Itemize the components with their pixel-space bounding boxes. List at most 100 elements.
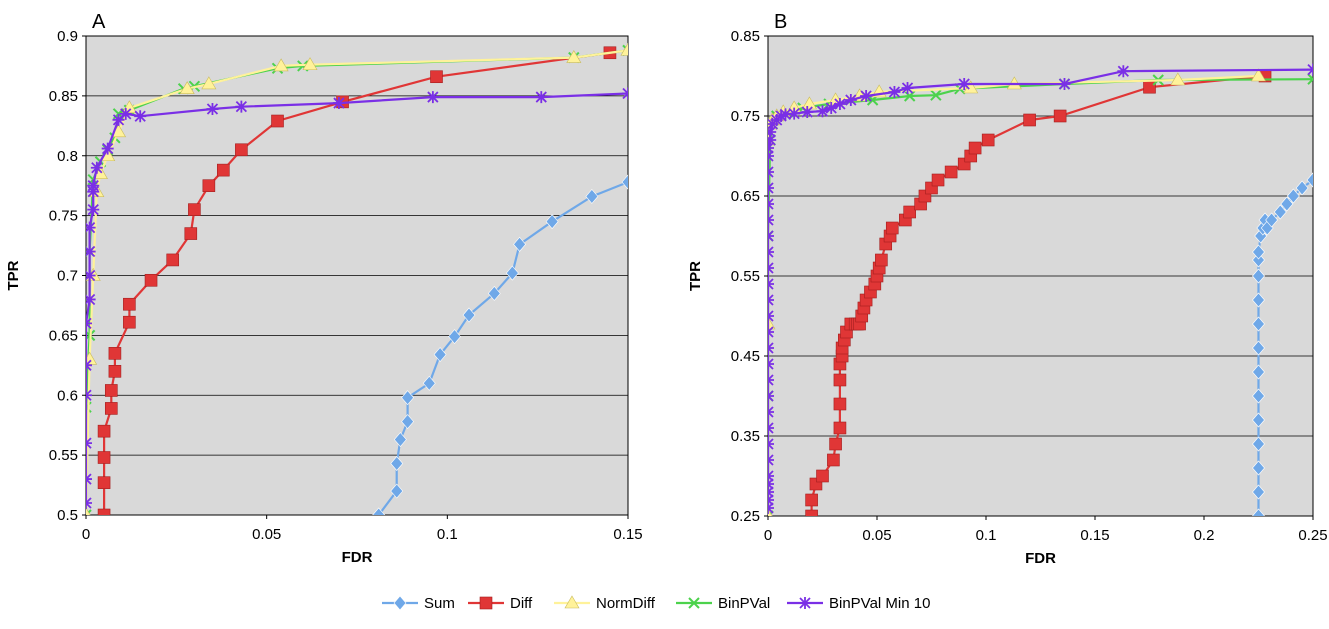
data-point-binpval-min-10 (779, 108, 792, 121)
data-point-sum (433, 347, 447, 362)
y-tick-label: 0.85 (731, 28, 760, 45)
panel-b: 0.25 0.35 0.45 0.55 0.65 0.75 0.85 0 0.05 0.1 0.15… (687, 11, 1328, 567)
data-point-binpval-min-10 (86, 437, 92, 450)
data-point-sum (1280, 196, 1294, 212)
data-point-sum (513, 236, 526, 252)
data-point-binpval-min-10 (86, 269, 96, 282)
data-point-diff (430, 70, 443, 84)
data-point-sum (1252, 292, 1265, 308)
data-point-binpval-min-10 (816, 105, 829, 118)
data-point-binpval-min-10 (844, 94, 857, 106)
data-point-diff (805, 509, 818, 516)
data-point-binpval-min-10 (775, 110, 788, 122)
data-point-binpval-min-10 (1058, 78, 1071, 90)
data-point-diff (1143, 80, 1156, 94)
y-tick-label: 0.65 (49, 327, 78, 344)
data-point-diff (97, 451, 111, 464)
data-point-binpval-min-10 (768, 214, 774, 226)
y-tick-label: 0.55 (731, 268, 760, 285)
data-point-normdiff (768, 316, 776, 330)
data-point-binpval-min-10 (788, 107, 801, 120)
data-point-diff (833, 397, 847, 411)
data-point-binpval-min-10 (86, 473, 92, 486)
x-tick-label: 0.1 (437, 526, 458, 543)
data-point-diff (1053, 109, 1067, 123)
data-point-binpval-min-10 (87, 203, 100, 216)
y-tick-label: 0.25 (731, 508, 760, 525)
legend-item-normdiff: NormDiff (554, 595, 656, 612)
data-point-normdiff (86, 507, 91, 515)
y-tick-label: 0.5 (57, 507, 78, 524)
legend-label: NormDiff (596, 595, 656, 612)
data-point-normdiff (1250, 68, 1267, 82)
data-point-diff (188, 203, 201, 216)
data-point-binpval-min-10 (768, 278, 774, 290)
data-point-diff (97, 424, 111, 438)
data-point-diff (875, 253, 888, 267)
data-point-binpval-min-10 (768, 438, 774, 450)
data-point-diff (217, 163, 230, 177)
y-tick-label: 0.45 (731, 348, 760, 365)
data-point-binpval-min-10 (101, 142, 114, 155)
data-point-binpval-min-10 (768, 470, 774, 482)
panel-label: B (774, 11, 787, 33)
legend-swatch-marker (393, 595, 407, 611)
y-tick-label: 0.6 (57, 387, 78, 404)
data-point-diff (827, 453, 840, 467)
data-point-normdiff (201, 76, 217, 90)
y-tick-label: 0.8 (57, 148, 78, 165)
x-tick-label: 0.15 (1080, 527, 1109, 544)
data-point-sum (372, 507, 386, 515)
data-point-sum (1252, 436, 1265, 452)
data-point-diff (123, 315, 136, 329)
legend-swatch-marker (799, 597, 811, 609)
data-point-binpval-min-10 (768, 390, 774, 402)
data-point-binpval (1307, 73, 1313, 85)
data-point-diff (805, 493, 818, 507)
data-point-binpval-min-10 (768, 342, 774, 354)
legend: Sum Diff NormDiff BinPVal BinPVal Min 10 (382, 595, 930, 612)
y-tick-label: 0.65 (731, 188, 760, 205)
data-point-diff (184, 227, 198, 240)
x-tick-label: 0.25 (1298, 527, 1327, 544)
data-point-sum (422, 375, 436, 391)
series-group (768, 63, 1313, 516)
data-point-diff (968, 141, 982, 155)
data-point-binpval-min-10 (768, 142, 774, 154)
data-point-binpval-min-10 (768, 310, 774, 322)
legend-item-diff: Diff (468, 595, 533, 612)
data-point-sum (1252, 316, 1265, 332)
x-axis-title: FDR (1025, 550, 1056, 567)
data-point-diff (833, 373, 847, 387)
data-point-sum (390, 483, 404, 499)
data-point-diff (104, 384, 118, 397)
data-point-binpval (903, 90, 916, 102)
y-tick-label: 0.35 (731, 428, 760, 445)
data-point-sum (1286, 188, 1300, 204)
legend-item-sum: Sum (382, 595, 455, 612)
data-point-diff (1023, 113, 1036, 127)
data-point-binpval-min-10 (768, 262, 774, 274)
data-point-binpval-min-10 (134, 110, 147, 123)
data-point-binpval-min-10 (206, 103, 219, 116)
data-point-normdiff (273, 58, 289, 72)
data-point-binpval-min-10 (768, 326, 774, 338)
data-point-binpval-min-10 (112, 113, 125, 126)
data-point-binpval (86, 509, 92, 515)
data-point-binpval-min-10 (86, 293, 96, 306)
data-point-binpval-min-10 (86, 317, 92, 330)
data-point-binpval-min-10 (768, 422, 774, 434)
data-point-binpval-min-10 (825, 102, 838, 114)
data-point-binpval-min-10 (86, 221, 96, 234)
legend-label: BinPVal Min 10 (829, 595, 930, 612)
data-point-binpval-min-10 (86, 497, 92, 510)
data-point-normdiff (620, 42, 628, 56)
panel-a: 0.5 0.55 0.6 0.65 0.7 0.75 0.8 0.85 0.9 0 0.05 0.1 0… (5, 11, 643, 566)
data-point-normdiff (1170, 72, 1186, 86)
series-line-sum (377, 181, 628, 515)
data-point-sum (1252, 460, 1265, 476)
data-point-diff (144, 273, 158, 287)
x-tick-label: 0 (82, 526, 90, 543)
data-point-sum (401, 414, 414, 430)
